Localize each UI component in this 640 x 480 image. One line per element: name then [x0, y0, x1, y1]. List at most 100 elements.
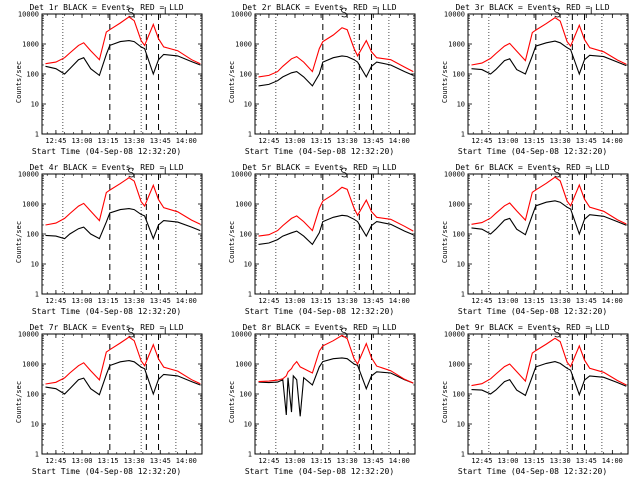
x-tick-label: 14:00 [602, 297, 623, 305]
y-tick-label: 10000 [18, 171, 39, 179]
x-tick-label: 13:00 [497, 457, 518, 465]
series-line-lld [258, 27, 414, 78]
y-tick-label: 1000 [235, 201, 252, 209]
y-tick-label: 100 [26, 71, 39, 79]
x-tick-label: 13:45 [363, 297, 384, 305]
detector-panel: 1 10 100 1000 10000 12:45 13:00 13:15 13:30 13:45… [0, 160, 213, 320]
y-tick-label: 100 [239, 391, 252, 399]
y-tick-label: 100 [239, 231, 252, 239]
x-tick-label: 14:00 [176, 297, 197, 305]
x-axis-label: Start Time (04-Sep-08 12:32:20) [31, 147, 182, 156]
attenuator-l-symbol [590, 7, 597, 15]
panel-title: Det 7r BLACK = Events, RED = LLD [29, 323, 184, 332]
x-axis-label: Start Time (04-Sep-08 12:32:20) [31, 467, 182, 476]
axes-frame [254, 13, 416, 135]
x-axis-label: Start Time (04-Sep-08 12:32:20) [457, 307, 608, 316]
x-tick-label: 13:00 [284, 137, 305, 145]
x-tick-label: 13:30 [124, 137, 145, 145]
y-axis-label: Counts/sec [441, 380, 449, 424]
panel-title: Det 1r BLACK = Events, RED = LLD [29, 3, 184, 12]
y-tick-label: 10 [457, 261, 465, 269]
panel-title: Det 6r BLACK = Events, RED = LLD [455, 163, 610, 172]
x-tick-label: 13:15 [311, 457, 332, 465]
y-tick-label: 1000 [22, 361, 39, 369]
series-line-lld [471, 176, 627, 225]
plot-area: 1 10 100 1000 10000 12:45 13:00 13:15 13:30 13:45… [231, 327, 416, 465]
attenuator-s-symbol [128, 7, 135, 18]
series-line-events [258, 214, 414, 246]
y-tick-label: 1 [461, 291, 465, 299]
y-axis-label: Counts/sec [228, 220, 236, 264]
y-tick-label: 1 [35, 131, 39, 139]
y-axis-label: Counts/sec [441, 220, 449, 264]
x-tick-label: 13:45 [363, 137, 384, 145]
y-tick-label: 1000 [448, 201, 465, 209]
y-tick-label: 1000 [235, 361, 252, 369]
x-tick-label: 13:15 [524, 137, 545, 145]
y-tick-label: 100 [452, 71, 465, 79]
attenuator-s-symbol [554, 7, 561, 18]
y-tick-label: 1000 [235, 41, 252, 49]
attenuator-l-symbol [377, 167, 384, 175]
x-tick-label: 13:30 [337, 137, 358, 145]
y-tick-label: 10000 [444, 171, 465, 179]
x-axis-label: Start Time (04-Sep-08 12:32:20) [457, 467, 608, 476]
y-axis-label: Counts/sec [15, 220, 23, 264]
plot-area: 1 10 100 1000 10000 12:45 13:00 13:15 13:30 13:45… [444, 167, 629, 305]
x-tick-label: 12:45 [45, 457, 66, 465]
detector-panel: 1 10 100 1000 10000 12:45 13:00 13:15 13:30 13:45… [0, 0, 213, 160]
series-line-events [258, 55, 414, 87]
plot-area: 1 10 100 1000 10000 12:45 13:00 13:15 13:30 13:45… [444, 327, 629, 465]
x-tick-label: 13:45 [150, 457, 171, 465]
y-tick-label: 1 [35, 291, 39, 299]
y-axis-label: Counts/sec [228, 60, 236, 104]
y-tick-label: 10 [457, 421, 465, 429]
y-tick-label: 100 [239, 71, 252, 79]
y-tick-label: 10 [31, 261, 39, 269]
x-tick-label: 13:45 [150, 297, 171, 305]
y-tick-label: 100 [452, 391, 465, 399]
y-tick-label: 1000 [22, 201, 39, 209]
series-line-lld [258, 334, 414, 384]
series-line-events [45, 40, 201, 77]
series-line-lld [45, 336, 201, 385]
x-tick-label: 14:00 [389, 297, 410, 305]
detector-panel: 1 10 100 1000 10000 12:45 13:00 13:15 13:30 13:45… [426, 160, 639, 320]
y-axis-label: Counts/sec [15, 380, 23, 424]
x-tick-label: 13:00 [497, 137, 518, 145]
x-tick-label: 13:45 [576, 457, 597, 465]
x-tick-label: 13:45 [363, 457, 384, 465]
panel-title: Det 3r BLACK = Events, RED = LLD [455, 3, 610, 12]
series-line-events [471, 361, 627, 397]
attenuator-s-symbol [554, 327, 561, 338]
y-tick-label: 1000 [22, 41, 39, 49]
y-tick-label: 10 [457, 101, 465, 109]
x-tick-label: 14:00 [176, 457, 197, 465]
y-tick-label: 100 [26, 391, 39, 399]
x-tick-label: 13:00 [284, 297, 305, 305]
y-tick-label: 1 [248, 291, 252, 299]
y-tick-label: 1000 [448, 41, 465, 49]
x-tick-label: 12:45 [258, 137, 279, 145]
plot-area: 1 10 100 1000 10000 12:45 13:00 13:15 13:30 13:45… [18, 327, 203, 465]
axes-frame [467, 13, 629, 135]
y-tick-label: 1 [248, 131, 252, 139]
attenuator-l-symbol [590, 327, 597, 335]
panel-title: Det 5r BLACK = Events, RED = LLD [242, 163, 397, 172]
panel-title: Det 8r BLACK = Events, RED = LLD [242, 323, 397, 332]
panel-title: Det 2r BLACK = Events, RED = LLD [242, 3, 397, 12]
y-tick-label: 1000 [448, 361, 465, 369]
y-axis-label: Counts/sec [15, 60, 23, 104]
series-line-lld [471, 337, 627, 387]
y-tick-label: 100 [26, 231, 39, 239]
x-tick-label: 13:00 [71, 297, 92, 305]
x-axis-label: Start Time (04-Sep-08 12:32:20) [31, 307, 182, 316]
x-tick-label: 13:15 [311, 137, 332, 145]
axes-frame [41, 333, 203, 455]
x-tick-label: 13:15 [524, 297, 545, 305]
x-tick-label: 13:45 [150, 137, 171, 145]
x-tick-label: 13:00 [284, 457, 305, 465]
axes-frame [467, 333, 629, 455]
panel-title: Det 9r BLACK = Events, RED = LLD [455, 323, 610, 332]
detector-panel: 1 10 100 1000 10000 12:45 13:00 13:15 13:30 13:45… [213, 160, 426, 320]
